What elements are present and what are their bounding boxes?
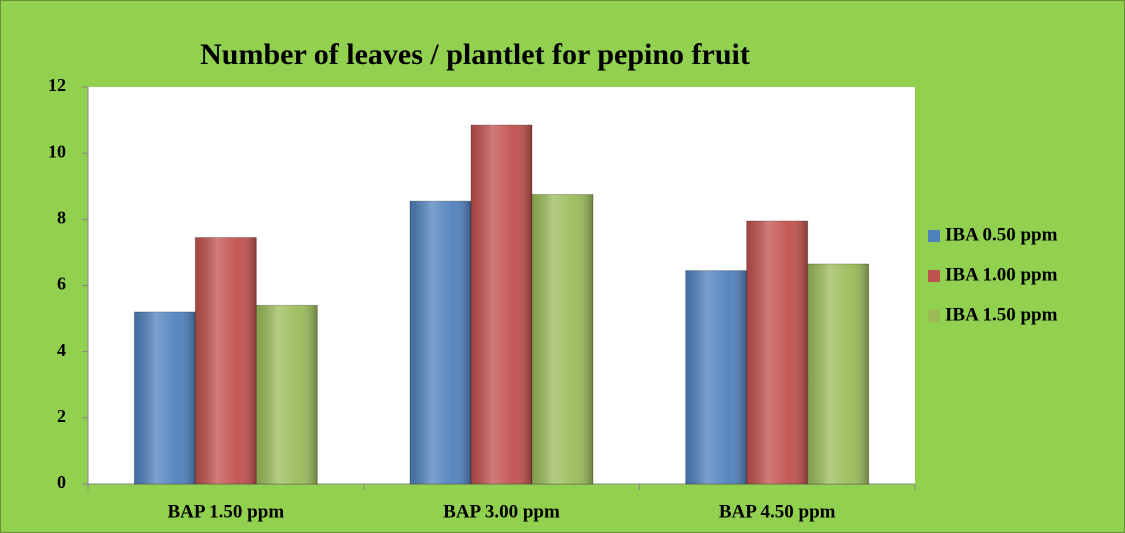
legend-label: IBA 1.50 ppm bbox=[945, 304, 1058, 325]
bar bbox=[133, 311, 196, 485]
bar bbox=[194, 237, 257, 485]
legend-swatch bbox=[928, 310, 940, 322]
legend-label: IBA 1.00 ppm bbox=[945, 264, 1058, 285]
x-tick-label: BAP 1.50 ppm bbox=[167, 501, 284, 522]
x-tick-label: BAP 4.50 ppm bbox=[719, 501, 836, 522]
bar bbox=[746, 220, 809, 485]
x-tick-label: BAP 3.00 ppm bbox=[443, 501, 560, 522]
legend-swatch bbox=[928, 230, 940, 242]
legend-label: IBA 0.50 ppm bbox=[945, 224, 1058, 245]
y-tick-label: 6 bbox=[57, 274, 66, 294]
y-tick-label: 12 bbox=[48, 75, 66, 95]
bar bbox=[409, 200, 472, 485]
bar bbox=[470, 124, 533, 485]
y-tick-label: 8 bbox=[57, 207, 66, 227]
legend-swatch bbox=[928, 270, 940, 282]
y-tick-label: 4 bbox=[57, 340, 66, 360]
chart-title: Number of leaves / plantlet for pepino f… bbox=[200, 38, 750, 71]
bar bbox=[531, 194, 594, 485]
y-tick-label: 10 bbox=[48, 141, 66, 161]
bar bbox=[807, 263, 870, 485]
bar bbox=[255, 304, 318, 485]
y-tick-label: 2 bbox=[57, 406, 66, 426]
bar bbox=[685, 270, 748, 485]
y-tick-label: 0 bbox=[57, 472, 66, 492]
